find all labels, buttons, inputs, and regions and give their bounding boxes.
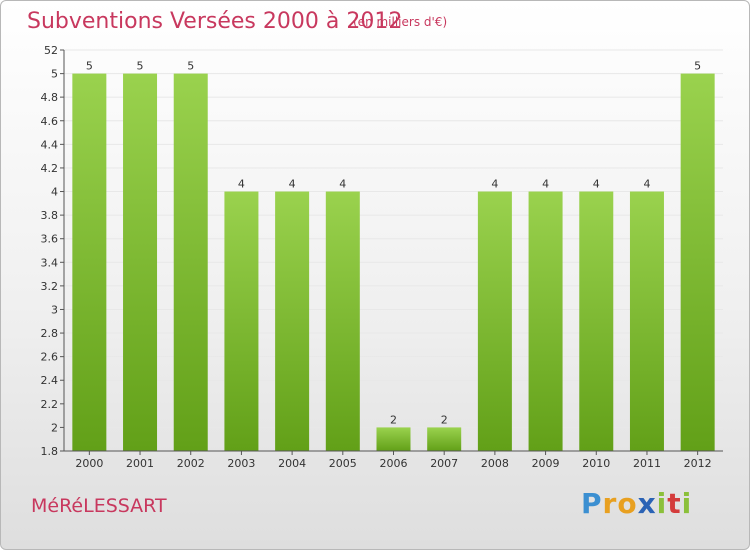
data-label: 5 <box>187 60 194 73</box>
y-tick-label: 3.4 <box>41 256 59 269</box>
data-label: 4 <box>289 178 296 191</box>
chart-subtitle: (en milliers d'€) <box>353 15 448 29</box>
bar-2002 <box>173 73 208 452</box>
data-label: 4 <box>238 178 245 191</box>
data-label: 5 <box>694 60 701 73</box>
data-label: 5 <box>137 60 144 73</box>
y-tick-label: 3.2 <box>41 280 59 293</box>
x-tick-label: 2001 <box>126 457 154 470</box>
commune-name: MéRéLESSART <box>31 495 167 517</box>
y-tick-label: 2 <box>51 421 58 434</box>
y-tick-label: 2.4 <box>41 374 59 387</box>
y-tick-label: 3.8 <box>41 209 59 222</box>
data-label: 4 <box>491 178 498 191</box>
y-tick-label: 2.2 <box>41 398 59 411</box>
logo-letter: t <box>667 487 682 520</box>
chart-title: Subventions Versées 2000 à 2012 <box>27 9 403 34</box>
bar-2006 <box>376 427 411 451</box>
logo-letter: x <box>637 487 657 520</box>
y-tick-label: 3.6 <box>41 233 59 246</box>
bar-2010 <box>579 191 614 451</box>
data-label: 4 <box>643 178 650 191</box>
data-label: 5 <box>86 60 93 73</box>
x-tick-label: 2004 <box>278 457 306 470</box>
logo-letter: o <box>617 487 638 520</box>
x-tick-label: 2007 <box>430 457 458 470</box>
bar-2007 <box>427 427 462 451</box>
bar-2009 <box>528 191 563 451</box>
y-tick-label: 3 <box>51 303 58 316</box>
x-tick-label: 2002 <box>177 457 205 470</box>
data-label: 4 <box>542 178 549 191</box>
bar-2003 <box>224 191 259 451</box>
logo-letter: r <box>602 487 618 520</box>
bars-layer: 5 5 5 4 4 4 2 2 4 4 4 4 5 <box>72 60 715 452</box>
x-tick-label: 2008 <box>481 457 509 470</box>
y-tick-label: 4.8 <box>41 91 59 104</box>
y-tick-label: 1.8 <box>41 445 59 458</box>
data-label: 4 <box>339 178 346 191</box>
data-label: 2 <box>390 413 397 426</box>
y-tick-label: 4.4 <box>41 138 59 151</box>
logo-letter: P <box>581 487 603 520</box>
proxiti-logo: Proxiti <box>581 487 692 520</box>
bar-2012 <box>680 73 715 452</box>
y-tick-label: 52 <box>44 44 58 57</box>
x-tick-label: 2011 <box>633 457 661 470</box>
y-tick-label: 4 <box>51 186 58 199</box>
x-tick-label: 2003 <box>227 457 255 470</box>
x-tick-label: 2012 <box>684 457 712 470</box>
grid-layer <box>64 49 723 452</box>
x-tick-label: 2010 <box>582 457 610 470</box>
y-tick-label: 2.8 <box>41 327 59 340</box>
bar-2011 <box>629 191 664 451</box>
data-label: 4 <box>593 178 600 191</box>
bar-2004 <box>275 191 310 451</box>
bar-2001 <box>123 73 158 452</box>
x-tick-label: 2000 <box>75 457 103 470</box>
axis-layer: 1.8 2 2.2 2.4 2.6 2.8 3 3.2 3.4 3.6 3.8 4 4.2 4.4 4.6 4… <box>41 44 723 470</box>
logo-letter: i <box>656 487 668 520</box>
bar-2000 <box>72 73 107 452</box>
y-tick-label: 2.6 <box>41 351 59 364</box>
bar-2008 <box>477 191 512 451</box>
y-tick-label: 4.6 <box>41 115 59 128</box>
x-tick-label: 2006 <box>380 457 408 470</box>
logo-letter: i <box>681 487 693 520</box>
x-tick-label: 2005 <box>329 457 357 470</box>
bar-2005 <box>325 191 360 451</box>
y-tick-label: 4.2 <box>41 162 59 175</box>
x-tick-label: 2009 <box>532 457 560 470</box>
y-tick-label: 5 <box>51 68 58 81</box>
data-label: 2 <box>441 413 448 426</box>
